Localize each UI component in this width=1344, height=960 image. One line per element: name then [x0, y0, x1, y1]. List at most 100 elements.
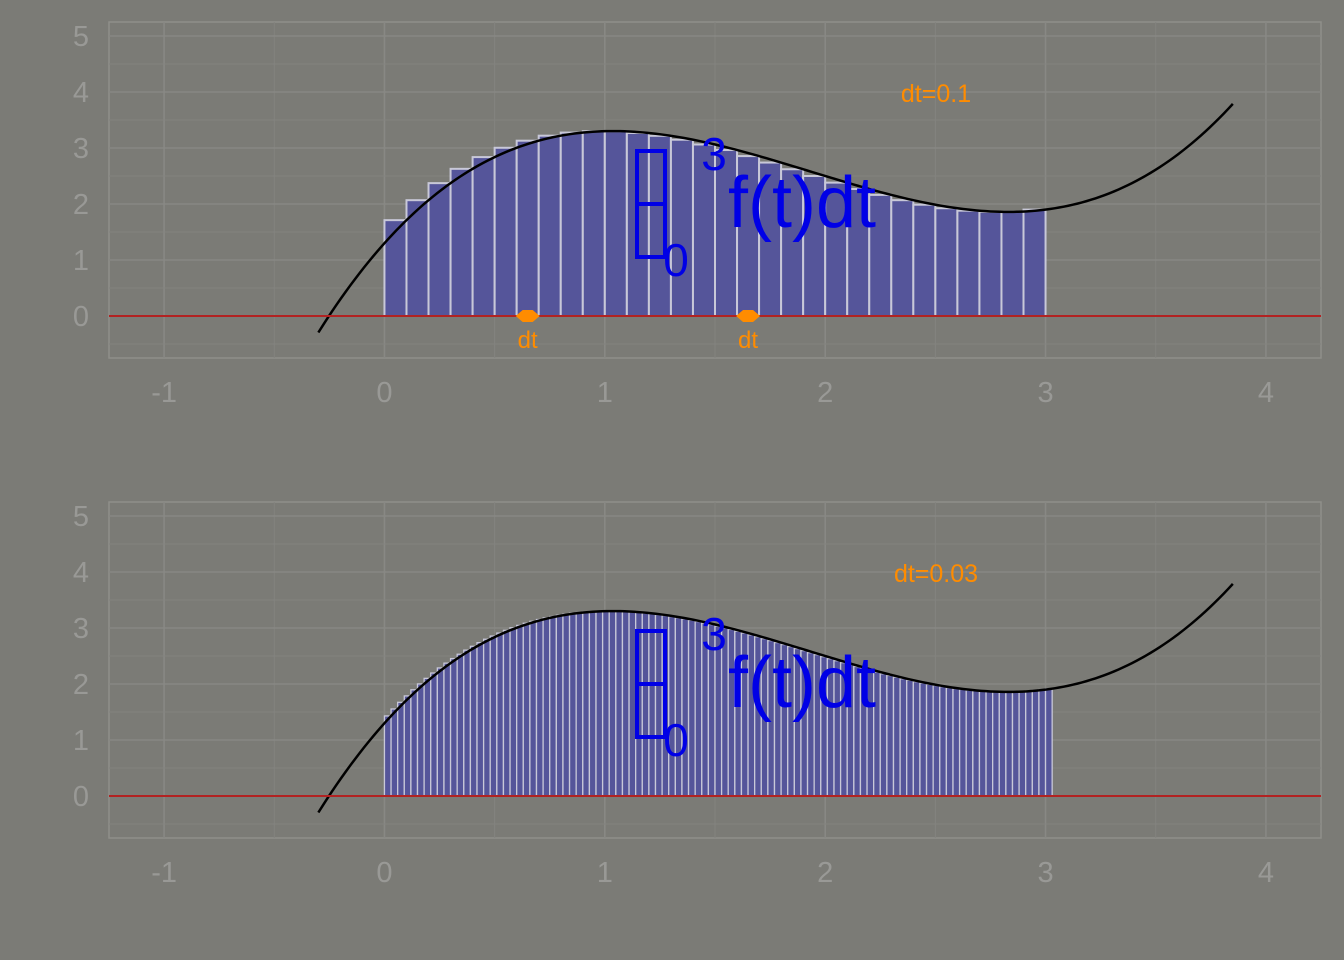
bar	[449, 657, 458, 797]
x-tick-label: 4	[1258, 377, 1274, 409]
y-tick-label: 2	[73, 189, 89, 221]
panel-bottom-integral: 3 0 f(t)dt	[635, 608, 876, 766]
y-tick-label: 3	[73, 133, 89, 165]
bar	[1011, 691, 1020, 797]
bar	[978, 210, 1003, 317]
panel-bottom: -1 0 1 2 3 4 0 1 2 3 4 5 dt=0.03 3 0 f(t)dt	[73, 501, 1322, 889]
bar	[628, 611, 637, 797]
bar	[674, 616, 683, 797]
bar	[542, 617, 551, 797]
bar	[934, 207, 959, 317]
bar	[932, 684, 941, 797]
bar	[595, 610, 604, 797]
bar	[489, 635, 498, 797]
integral-lower-limit: 0	[663, 714, 689, 766]
bar	[972, 690, 981, 797]
bar	[945, 686, 954, 797]
bar	[568, 612, 577, 797]
integral-upper-limit: 3	[701, 608, 727, 660]
bar	[562, 613, 571, 797]
bar	[668, 615, 676, 797]
panel-bottom-x-ticks: -1 0 1 2 3 4	[151, 857, 1274, 889]
y-tick-label: 3	[73, 613, 89, 645]
x-tick-label: 1	[597, 377, 613, 409]
bar	[647, 134, 672, 317]
bar	[621, 610, 630, 797]
bar	[449, 167, 474, 317]
bar	[985, 690, 994, 797]
bar	[906, 679, 914, 797]
bar	[1022, 208, 1047, 318]
bar	[537, 134, 562, 317]
bar	[879, 673, 888, 797]
bar	[390, 708, 399, 797]
bar	[998, 691, 1007, 797]
dt-marker-icon	[736, 310, 761, 322]
x-tick-label: 0	[376, 377, 392, 409]
bar	[482, 638, 491, 797]
bar	[496, 632, 505, 797]
bar	[654, 613, 663, 797]
bar	[669, 138, 694, 317]
bar	[890, 199, 915, 317]
bar	[559, 131, 584, 317]
dt-marker-label: dt	[518, 327, 538, 354]
bar	[469, 645, 478, 797]
panel-top-curve	[317, 103, 1234, 334]
bar	[456, 653, 465, 797]
bar	[383, 715, 392, 797]
x-tick-label: 2	[817, 377, 833, 409]
bar	[515, 139, 540, 317]
bar	[502, 629, 511, 797]
integral-upper-limit: 3	[701, 128, 727, 180]
panel-top-dt-annotation: dt=0.1	[901, 80, 971, 108]
bar	[493, 146, 518, 317]
panel-bottom-dt-annotation: dt=0.03	[894, 560, 978, 588]
x-tick-label: -1	[151, 857, 177, 889]
bar	[436, 667, 445, 797]
bar	[582, 611, 591, 797]
bar	[919, 682, 928, 797]
bar	[681, 618, 690, 797]
bar	[615, 610, 624, 797]
bar	[522, 622, 531, 797]
bar	[535, 618, 544, 797]
bar	[416, 683, 425, 797]
x-tick-label: 3	[1037, 857, 1053, 889]
x-tick-label: 1	[597, 857, 613, 889]
bar	[912, 680, 921, 797]
dt-marker-label: dt	[738, 327, 758, 354]
panel-bottom-curve	[317, 583, 1234, 814]
panel-top-x-ticks: -1 0 1 2 3 4	[151, 377, 1274, 409]
bar	[608, 610, 617, 797]
bar	[952, 687, 961, 797]
bar	[601, 610, 610, 797]
bar	[410, 689, 419, 797]
bar	[383, 219, 408, 318]
panel-top-y-ticks: 0 1 2 3 4 5	[73, 21, 89, 333]
bar	[1018, 690, 1027, 797]
bar	[430, 672, 438, 797]
bar	[958, 688, 967, 797]
bar	[516, 624, 524, 797]
bar	[1038, 688, 1047, 797]
dt-marker-icon	[515, 310, 540, 322]
bar	[992, 691, 1000, 797]
y-tick-label: 1	[73, 245, 89, 277]
bar	[641, 612, 650, 797]
x-tick-label: -1	[151, 377, 177, 409]
y-tick-label: 2	[73, 669, 89, 701]
bar	[1044, 688, 1053, 797]
bar	[423, 677, 432, 797]
bar	[1005, 691, 1014, 797]
bar	[978, 690, 987, 797]
bar	[427, 182, 452, 317]
y-tick-label: 0	[73, 301, 89, 333]
bar	[471, 156, 496, 317]
bar	[463, 649, 472, 797]
bar	[509, 627, 518, 797]
bar	[925, 683, 934, 797]
bar	[603, 130, 628, 317]
bar	[899, 678, 908, 797]
